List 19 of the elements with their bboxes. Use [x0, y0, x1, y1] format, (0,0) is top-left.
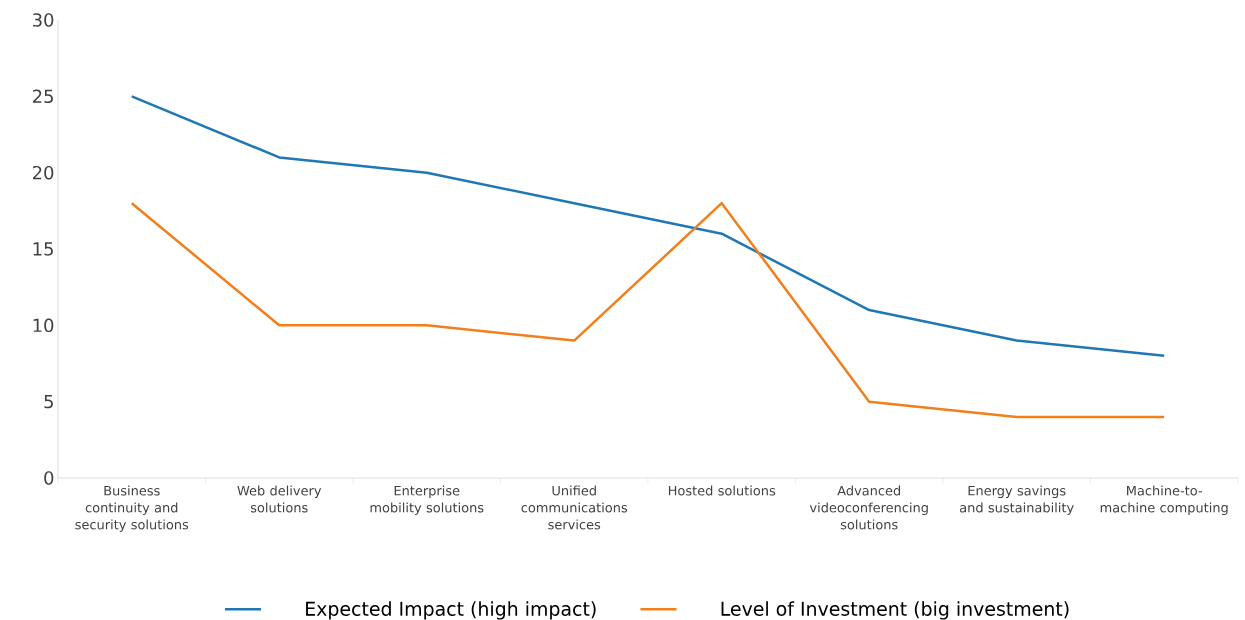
y-tick-label: 10 — [33, 318, 54, 333]
x-tick-label: Energy savings and sustainability — [960, 485, 1074, 515]
y-tick-label: 20 — [32, 165, 54, 180]
y-tick-label: 0 — [44, 471, 54, 485]
legend-label: Level of Investment (big investment) — [721, 601, 1069, 620]
y-tick-label: 15 — [33, 242, 53, 256]
x-tick-label: Unified communications services — [521, 485, 628, 530]
line-series — [130, 95, 1166, 358]
x-tick-label: Business continuity and security solutions — [75, 485, 189, 532]
x-tick-label: Hosted solutions — [668, 485, 776, 496]
x-tick-label: Machine-to-machine computing — [1100, 485, 1228, 515]
legend-label: Expected Impact (high impact) — [306, 601, 596, 620]
y-tick-label: 25 — [32, 89, 53, 104]
y-tick-label: 30 — [33, 13, 54, 27]
x-tick-label: Enterprise mobility solutions — [370, 485, 484, 515]
x-tick-label: Advanced videoconferencing solutions — [809, 485, 928, 530]
x-tick-label: Web delivery solutions — [237, 485, 322, 513]
line-series — [130, 201, 1166, 419]
y-tick-label: 5 — [44, 395, 53, 409]
